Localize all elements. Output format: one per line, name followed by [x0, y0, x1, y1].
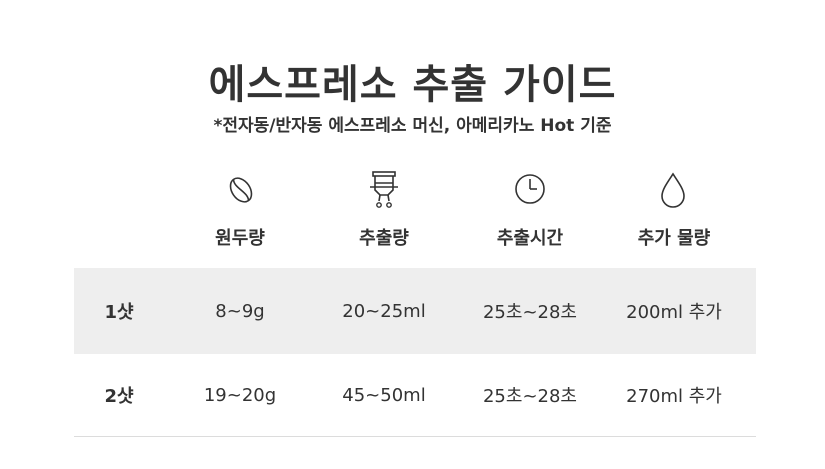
page-subtitle: *전자동/반자동 에스프레소 머신, 아메리카노 Hot 기준 [213, 116, 612, 136]
column-header-extraction-amount: 추출량 [359, 228, 409, 249]
espresso-machine-icon [366, 170, 402, 210]
table-row-2-shot: 2샷 19~20g 45~50ml 25초~28초 270ml 추가 [74, 354, 756, 437]
added-water-value: 200ml 추가 [626, 302, 722, 323]
extraction-amount-value: 20~25ml [342, 300, 426, 322]
column-header-extraction-time: 추출시간 [496, 228, 564, 249]
column-header-added-water: 추가 물량 [637, 228, 711, 249]
added-water-value: 270ml 추가 [626, 386, 722, 407]
row-label: 2샷 [104, 386, 134, 407]
bean-amount-value: 8~9g [215, 300, 265, 322]
table-row-1-shot: 1샷 8~9g 20~25ml 25초~28초 200ml 추가 [74, 268, 756, 354]
extraction-time-value: 25초~28초 [482, 386, 577, 407]
bean-amount-value: 19~20g [203, 384, 277, 406]
extraction-amount-value: 45~50ml [342, 384, 426, 406]
water-drop-icon [655, 170, 691, 210]
extraction-time-value: 25초~28초 [482, 302, 577, 323]
coffee-bean-icon [223, 170, 259, 210]
column-header-bean-amount: 원두량 [215, 228, 265, 249]
clock-icon [512, 170, 548, 210]
page-title: 에스프레소 추출 가이드 [208, 62, 617, 108]
row-label: 1샷 [104, 302, 134, 323]
